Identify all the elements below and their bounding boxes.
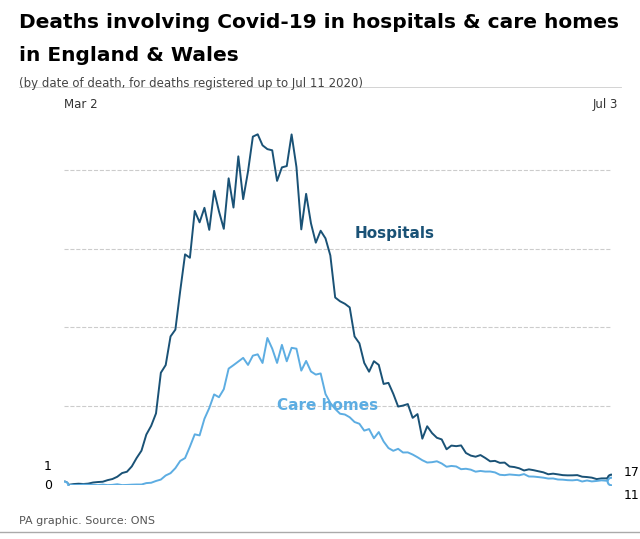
Text: 17: 17 <box>623 466 639 479</box>
Text: 0: 0 <box>44 479 52 492</box>
Text: in England & Wales: in England & Wales <box>19 46 239 65</box>
Text: Care homes: Care homes <box>277 398 378 413</box>
Text: Deaths involving Covid-19 in hospitals & care homes: Deaths involving Covid-19 in hospitals &… <box>19 13 620 32</box>
Text: PA graphic. Source: ONS: PA graphic. Source: ONS <box>19 515 155 526</box>
Text: 1: 1 <box>44 460 52 473</box>
Text: Hospitals: Hospitals <box>355 226 435 240</box>
Text: 11: 11 <box>623 489 639 502</box>
Text: (by date of death, for deaths registered up to Jul 11 2020): (by date of death, for deaths registered… <box>19 77 364 89</box>
Text: Jul 3: Jul 3 <box>592 98 618 111</box>
Text: Mar 2: Mar 2 <box>64 98 98 111</box>
